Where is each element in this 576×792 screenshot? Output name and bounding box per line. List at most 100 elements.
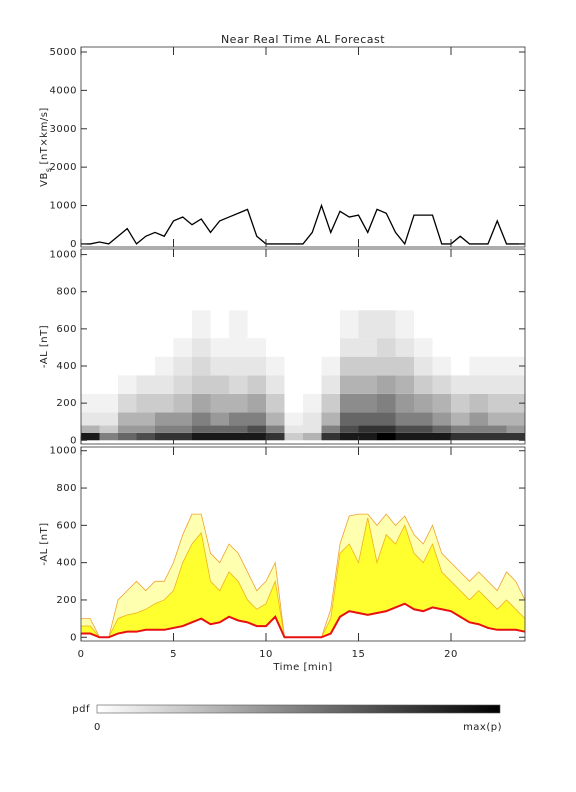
colorbar-label: pdf (72, 704, 90, 715)
heat-cell (266, 412, 285, 426)
heat-cell (118, 425, 137, 433)
heat-cell (469, 432, 488, 441)
heat-cell (284, 412, 303, 426)
heat-cell (303, 375, 322, 394)
heat-cell (358, 412, 377, 426)
heat-cell (432, 393, 451, 413)
heat-cell (340, 425, 359, 433)
heat-cell (192, 338, 211, 357)
heat-cell (321, 412, 340, 426)
y-tick-label: 600 (56, 324, 77, 335)
heat-cell (284, 356, 303, 376)
heat-cell (192, 356, 211, 376)
heat-cell (247, 432, 266, 441)
heat-cell (99, 310, 118, 339)
heat-cell (136, 338, 155, 357)
heat-cell (247, 393, 266, 413)
heat-cell (395, 425, 414, 433)
heat-cell (284, 375, 303, 394)
heat-cell (358, 425, 377, 433)
heat-cell (118, 375, 137, 394)
heat-cell (321, 310, 340, 339)
heat-cell (358, 432, 377, 441)
heat-cell (395, 393, 414, 413)
data-line (81, 203, 525, 246)
heat-cell (395, 356, 414, 376)
heat-cell (377, 310, 396, 339)
heat-cell (284, 432, 303, 441)
heat-cell (81, 375, 100, 394)
heat-cell (136, 425, 155, 433)
x-tick-label: 15 (352, 649, 366, 660)
heat-cell (266, 432, 285, 441)
heat-cell (377, 425, 396, 433)
heat-cell (81, 432, 100, 441)
heat-cell (210, 393, 229, 413)
heat-cell (506, 412, 525, 426)
heat-cell (488, 356, 507, 376)
heat-cell (303, 412, 322, 426)
heat-cell (210, 425, 229, 433)
heat-cell (469, 393, 488, 413)
heat-cell (451, 338, 470, 357)
heat-cell (136, 432, 155, 441)
plot-frame (80, 446, 526, 642)
heat-cell (136, 412, 155, 426)
heat-cell (377, 375, 396, 394)
heat-cell (414, 412, 433, 426)
heat-cell (377, 412, 396, 426)
heat-cell (118, 356, 137, 376)
y-axis-label-text: -AL [nT] (39, 522, 50, 565)
heat-cell (155, 338, 174, 357)
heat-cell (321, 425, 340, 433)
heat-cell (284, 425, 303, 433)
heat-cell (229, 432, 248, 441)
x-tick-label: 5 (170, 649, 177, 660)
heat-cell (173, 356, 192, 376)
heat-cell (247, 425, 266, 433)
heat-cell (377, 432, 396, 441)
heat-cell (303, 432, 322, 441)
heat-cell (506, 375, 525, 394)
heat-cell (414, 356, 433, 376)
heat-cell (414, 375, 433, 394)
heat-cell (303, 425, 322, 433)
heat-cell (99, 412, 118, 426)
plot-frame (80, 46, 526, 248)
heat-cell (173, 432, 192, 441)
heat-cell (136, 356, 155, 376)
colorbar-min: 0 (94, 722, 101, 733)
heat-cell (340, 432, 359, 441)
band-area (81, 517, 525, 638)
heat-cell (469, 338, 488, 357)
y-axis-label: VBs [nT×km/s] (39, 107, 53, 187)
heat-cell (432, 356, 451, 376)
heat-cell (192, 393, 211, 413)
heat-cell (173, 338, 192, 357)
heat-cell (321, 375, 340, 394)
heat-cell (229, 412, 248, 426)
heat-cell (284, 338, 303, 357)
heat-cell (266, 375, 285, 394)
heat-cell (155, 432, 174, 441)
heat-cell (340, 310, 359, 339)
heat-cell (118, 412, 137, 426)
heat-cell (99, 338, 118, 357)
y-axis-label-text: -AL [nT] (39, 325, 50, 368)
y-axis-label-suffix: [nT×km/s] (39, 107, 50, 164)
y-axis-label: -AL [nT] (39, 522, 50, 565)
heat-cell (488, 393, 507, 413)
heat-cell (414, 310, 433, 339)
heat-cell (155, 425, 174, 433)
heat-cell (506, 393, 525, 413)
heat-cell (377, 338, 396, 357)
heat-cell (136, 375, 155, 394)
heat-cell (303, 310, 322, 339)
band-line (81, 602, 526, 639)
y-tick-label: 2000 (50, 162, 77, 173)
y-tick-label: 5000 (50, 47, 77, 58)
heat-cell (451, 310, 470, 339)
heat-cell (506, 338, 525, 357)
heat-cell (136, 393, 155, 413)
